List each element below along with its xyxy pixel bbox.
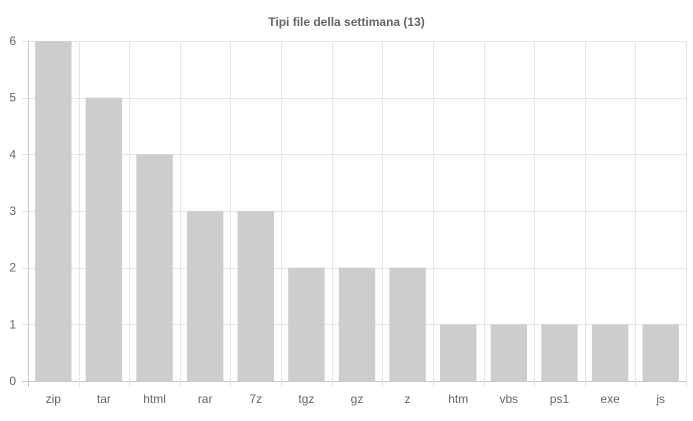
bar-zip[interactable] <box>35 41 72 381</box>
x-tick-label: 7z <box>249 392 262 406</box>
grid-layer <box>22 41 687 387</box>
y-tick-label: 5 <box>9 91 16 105</box>
x-tick-label: zip <box>46 392 62 406</box>
x-tick-label: vbs <box>500 392 519 406</box>
bar-gz[interactable] <box>338 267 376 381</box>
y-tick-label: 2 <box>9 261 16 275</box>
y-tick-label: 4 <box>9 147 16 161</box>
x-tick-label: tar <box>97 392 111 406</box>
y-tick-label: 6 <box>9 34 16 48</box>
x-tick-label: js <box>655 392 665 406</box>
x-tick-label: tgz <box>298 392 314 406</box>
x-tick-label: htm <box>448 392 468 406</box>
bar-ps1[interactable] <box>541 324 578 381</box>
x-tick-label: gz <box>351 392 364 406</box>
x-tick-label: z <box>405 392 411 406</box>
bar-htm[interactable] <box>440 324 477 381</box>
bar-layer <box>35 41 679 382</box>
bar-html[interactable] <box>136 154 173 381</box>
x-tick-label: exe <box>600 392 620 406</box>
y-tick-label: 3 <box>9 204 16 218</box>
label-layer: 0 1 2 3 4 5 6 zip tar html rar 7z tgz gz z htm vbs ps1 exe… <box>9 34 665 406</box>
bar-z[interactable] <box>389 267 426 381</box>
x-tick-label: ps1 <box>550 392 570 406</box>
chart-title: Tipi file della settimana (13) <box>268 15 425 29</box>
bar-tgz[interactable] <box>288 267 325 381</box>
bar-tar[interactable] <box>85 97 123 382</box>
x-tick-label: rar <box>198 392 213 406</box>
bar-vbs[interactable] <box>490 324 528 381</box>
bar-js[interactable] <box>642 324 679 381</box>
y-tick-label: 1 <box>9 317 16 331</box>
x-tick-label: html <box>143 392 166 406</box>
bar-7z[interactable] <box>237 211 274 381</box>
bar-rar[interactable] <box>186 211 224 381</box>
y-tick-label: 0 <box>9 374 16 388</box>
bar-exe[interactable] <box>591 324 629 381</box>
